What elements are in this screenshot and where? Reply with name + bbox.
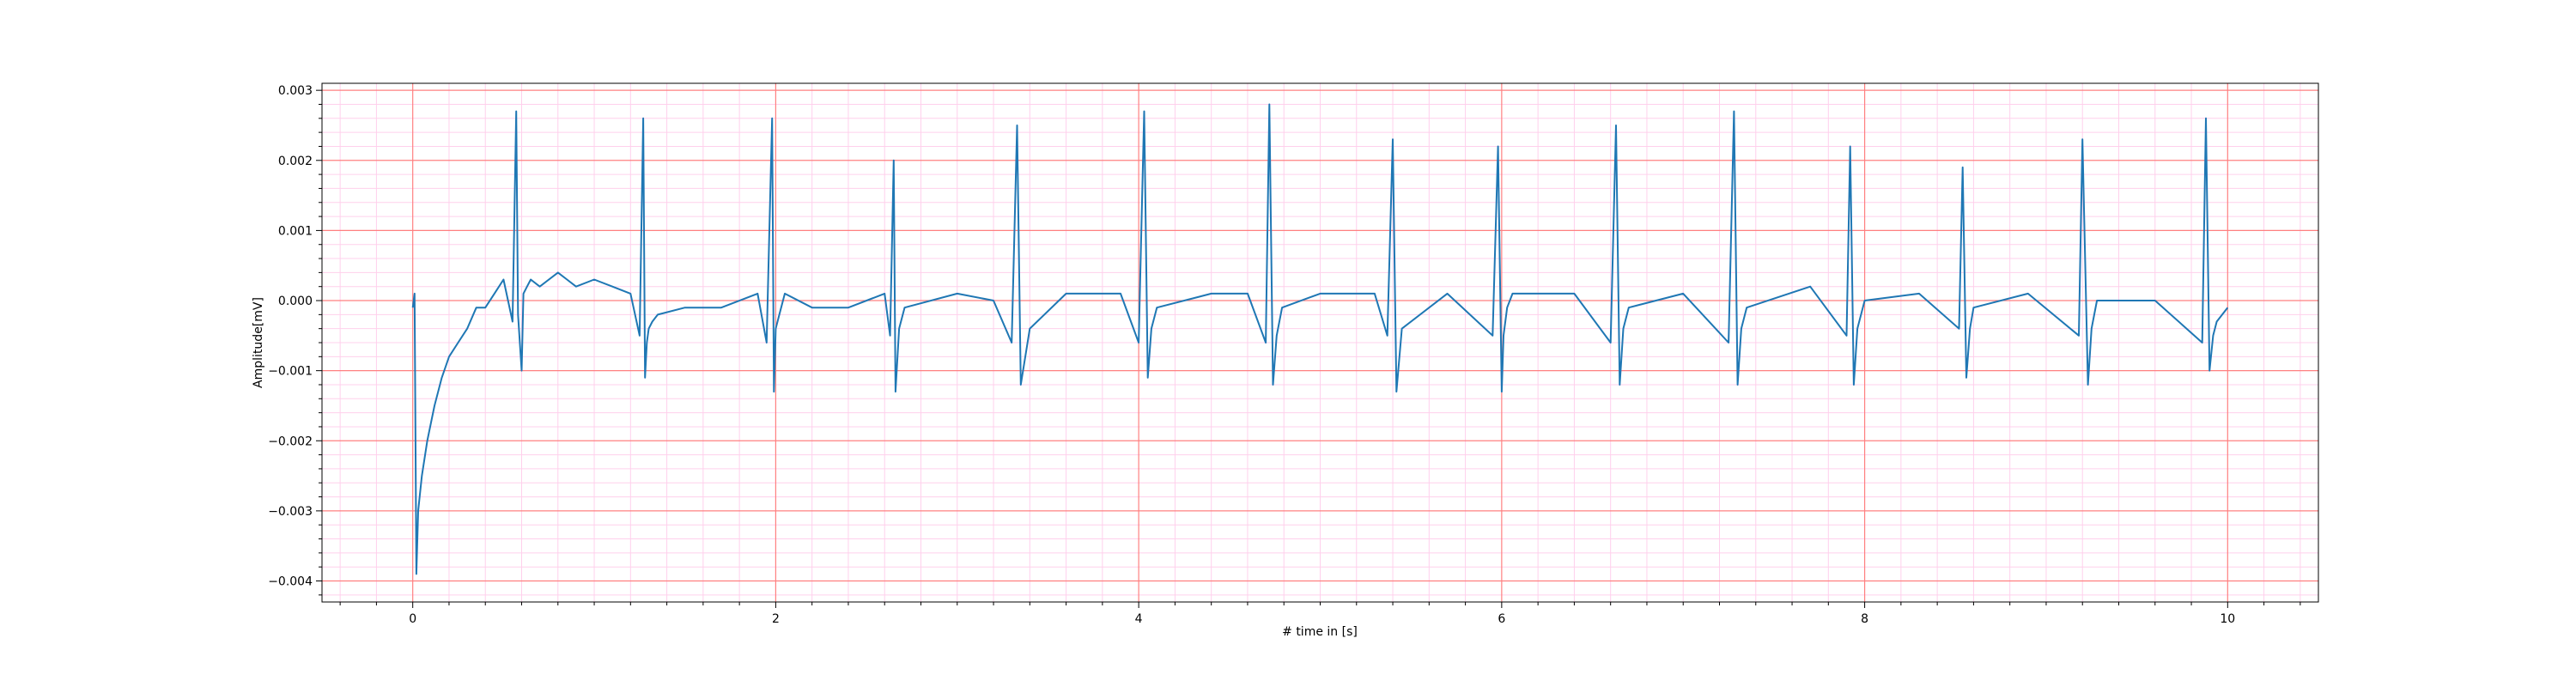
x-tick-label: 6 — [1498, 612, 1505, 626]
minor-grid — [322, 83, 2318, 602]
x-tick-label: 4 — [1135, 612, 1143, 626]
x-axis-label: # time in [s] — [1282, 625, 1358, 639]
ecg-series-line — [411, 103, 2229, 575]
y-tick-label: 0.002 — [278, 155, 313, 168]
y-tick-label: −0.001 — [268, 365, 313, 379]
y-tick-label: −0.002 — [268, 435, 313, 448]
series-layer — [411, 103, 2229, 575]
y-tick-label: 0.000 — [278, 295, 313, 308]
y-axis-ticks: −0.004 −0.003 −0.002 −0.001 0.000 0.001 0.002 0… — [268, 84, 322, 596]
y-tick-label: 0.001 — [278, 224, 313, 238]
x-axis-ticks: 0 2 4 6 8 10 — [339, 602, 2301, 626]
x-tick-label: 2 — [772, 612, 780, 626]
x-tick-label: 10 — [2220, 612, 2235, 626]
y-tick-label: −0.004 — [268, 575, 313, 589]
y-tick-label: 0.003 — [278, 84, 313, 98]
x-tick-label: 0 — [409, 612, 416, 626]
y-axis-label: Amplitude[mV] — [252, 297, 265, 388]
x-tick-label: 8 — [1861, 612, 1868, 626]
y-tick-label: −0.003 — [268, 505, 313, 519]
